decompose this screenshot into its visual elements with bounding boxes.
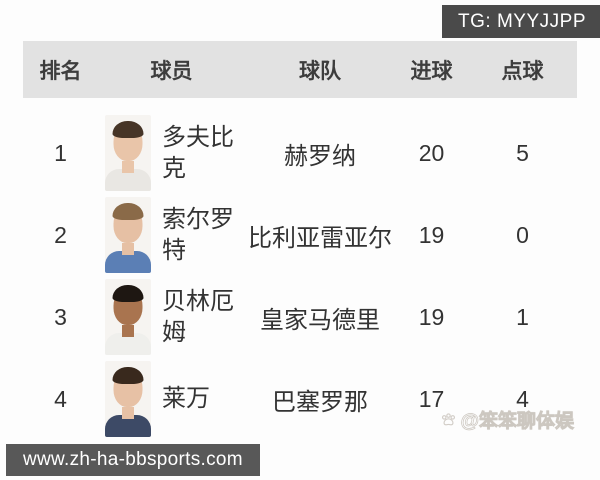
penalties-value: 0 xyxy=(516,221,529,248)
avatar-neck xyxy=(122,243,134,255)
table-row: 2 索尔罗特 比利亚雷亚尔 19 0 xyxy=(23,194,577,276)
rank-value: 3 xyxy=(54,303,67,330)
avatar-neck xyxy=(122,161,134,173)
rank-value: 4 xyxy=(54,385,67,412)
avatar-shirt xyxy=(105,251,151,273)
avatar-shirt xyxy=(105,415,151,437)
watermark-text: @笨笨聊体娱 xyxy=(460,411,574,433)
goals-value: 17 xyxy=(418,385,445,412)
player-photo-cell xyxy=(98,197,158,273)
avatar-shirt xyxy=(105,169,151,191)
goals-value: 20 xyxy=(418,139,445,166)
player-photo xyxy=(105,279,151,355)
player-name: 贝林厄姆 xyxy=(162,287,234,346)
column-header-rank: 排名 xyxy=(39,59,82,83)
avatar-neck xyxy=(122,407,134,419)
column-header-penalties: 点球 xyxy=(501,59,544,83)
top-scorers-table: 排名 球员 球队 进球 点球 1 多夫比克 赫罗纳 20 xyxy=(23,41,577,440)
column-header-player: 球员 xyxy=(150,59,193,83)
player-photo-cell xyxy=(98,115,158,191)
player-name: 多夫比克 xyxy=(162,123,234,182)
penalties-value: 4 xyxy=(516,385,529,412)
rank-value: 2 xyxy=(54,221,67,248)
avatar-hair xyxy=(112,121,144,138)
column-header-team: 球队 xyxy=(299,59,341,83)
player-photo-cell xyxy=(98,279,158,355)
creator-watermark: @笨笨聊体娱 xyxy=(440,406,574,433)
avatar-neck xyxy=(122,325,134,337)
team-name: 比利亚雷亚尔 xyxy=(248,224,392,252)
website-badge: www.zh-ha-bbsports.com xyxy=(6,444,260,476)
telegram-badge: TG: MYYJJPP xyxy=(442,5,600,38)
player-photo xyxy=(105,361,151,437)
table-row: 1 多夫比克 赫罗纳 20 5 xyxy=(23,112,577,194)
penalties-value: 1 xyxy=(516,303,529,330)
goals-value: 19 xyxy=(418,303,445,330)
avatar-hair xyxy=(112,203,144,220)
team-name: 皇家马德里 xyxy=(260,306,380,334)
player-photo-cell xyxy=(98,361,158,437)
avatar-hair xyxy=(112,367,144,384)
table-row: 4 莱万 巴塞罗那 17 4 xyxy=(23,358,577,440)
column-header-goals: 进球 xyxy=(410,59,453,83)
player-name: 索尔罗特 xyxy=(162,205,234,264)
player-photo xyxy=(105,115,151,191)
penalties-value: 5 xyxy=(516,139,529,166)
team-name: 巴塞罗那 xyxy=(272,388,368,416)
goals-value: 19 xyxy=(418,221,445,248)
avatar-shirt xyxy=(105,333,151,355)
team-name: 赫罗纳 xyxy=(284,142,356,170)
paw-icon xyxy=(440,411,457,428)
rank-value: 1 xyxy=(54,139,67,166)
table-row: 3 贝林厄姆 皇家马德里 19 1 xyxy=(23,276,577,358)
table-header-row: 排名 球员 球队 进球 点球 xyxy=(23,41,577,98)
player-name: 莱万 xyxy=(162,385,210,413)
player-photo xyxy=(105,197,151,273)
table-body: 1 多夫比克 赫罗纳 20 5 2 xyxy=(23,98,577,440)
avatar-hair xyxy=(112,285,144,302)
